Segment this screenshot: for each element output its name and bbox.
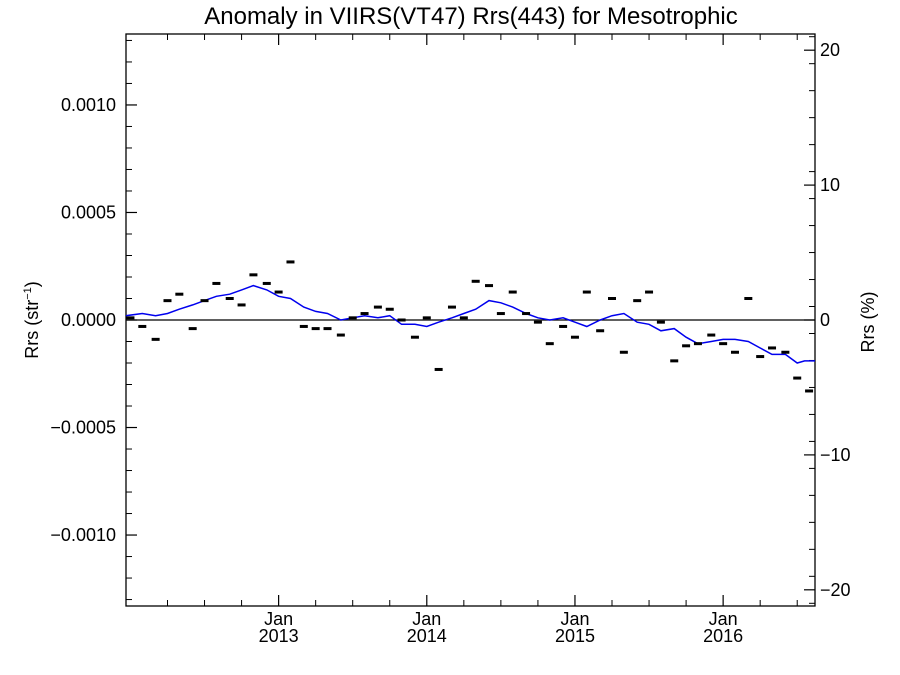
- anomaly-marker: [533, 320, 542, 324]
- anomaly-marker: [410, 335, 419, 339]
- anomaly-marker: [274, 290, 283, 294]
- anomaly-marker: [545, 342, 554, 346]
- anomaly-marker: [373, 305, 382, 309]
- anomaly-marker: [496, 312, 505, 316]
- anomaly-marker: [126, 316, 135, 320]
- anomaly-marker: [447, 305, 456, 309]
- anomaly-marker: [151, 337, 160, 341]
- anomaly-marker: [670, 359, 679, 363]
- anomaly-marker: [682, 344, 691, 348]
- x-tick-label-month: Jan: [709, 609, 738, 629]
- y-axis-label-left: Rrs (str−1): [22, 281, 42, 359]
- anomaly-marker: [225, 296, 234, 300]
- anomaly-marker: [212, 281, 221, 285]
- right-tick-label: 10: [820, 175, 840, 195]
- anomaly-marker: [756, 355, 765, 359]
- x-tick-label-year: 2015: [555, 626, 595, 646]
- anomaly-marker: [508, 290, 517, 294]
- anomaly-marker: [385, 307, 394, 311]
- left-tick-label: 0.0005: [61, 202, 116, 222]
- smoothed-anomaly-line: [125, 284, 815, 364]
- anomaly-marker: [485, 284, 494, 288]
- anomaly-marker: [138, 324, 147, 328]
- anomaly-marker: [619, 350, 628, 354]
- major-ticks: [126, 34, 815, 606]
- anomaly-marker: [719, 342, 728, 346]
- anomaly-marker: [311, 327, 320, 331]
- anomaly-marker: [175, 292, 184, 296]
- y-axis-label-right: Rrs (%): [858, 292, 878, 353]
- anomaly-marker: [693, 342, 702, 346]
- anomaly-marker: [188, 327, 197, 331]
- anomaly-marker: [522, 312, 531, 316]
- anomaly-marker: [596, 329, 605, 333]
- left-tick-label: −0.0005: [50, 418, 116, 438]
- minor-ticks: [126, 34, 815, 606]
- y-axis-label-left-sup: −1: [22, 287, 34, 300]
- anomaly-marker: [397, 318, 406, 322]
- right-tick-labels: 20 10 0 −10 −20: [820, 40, 851, 600]
- anomaly-marker: [286, 260, 295, 264]
- right-tick-label: −10: [820, 445, 851, 465]
- anomaly-marker: [434, 367, 443, 371]
- x-tick-label-year: 2014: [407, 626, 447, 646]
- anomaly-marker: [656, 320, 665, 324]
- anomaly-marker: [249, 273, 258, 277]
- anomaly-marker: [744, 296, 753, 300]
- anomaly-marker: [336, 333, 345, 337]
- x-tick-label-year: 2013: [259, 626, 299, 646]
- anomaly-marker: [348, 316, 357, 320]
- anomaly-marker: [582, 290, 591, 294]
- left-tick-label: 0.0010: [61, 95, 116, 115]
- anomaly-marker: [768, 346, 777, 350]
- left-tick-labels: 0.0010 0.0005 0.0000 −0.0005 −0.0010: [50, 95, 116, 545]
- y-axis-label-left-close: ): [22, 281, 42, 287]
- anomaly-marker: [559, 324, 568, 328]
- anomaly-marker: [793, 376, 802, 380]
- x-tick-label-month: Jan: [560, 609, 589, 629]
- anomaly-marker: [805, 389, 814, 393]
- right-tick-label: 0: [820, 310, 830, 330]
- anomaly-marker: [299, 324, 308, 328]
- anomaly-marker: [422, 316, 431, 320]
- chart-title: Anomaly in VIIRS(VT47) Rrs(443) for Meso…: [204, 3, 738, 30]
- x-tick-label-month: Jan: [412, 609, 441, 629]
- anomaly-marker: [633, 299, 642, 303]
- anomaly-marker: [707, 333, 716, 337]
- anomaly-marker: [730, 350, 739, 354]
- anomaly-marker: [200, 299, 209, 303]
- anomaly-marker: [471, 279, 480, 283]
- monthly-anomaly-markers: [126, 260, 814, 393]
- left-tick-label: −0.0010: [50, 525, 116, 545]
- anomaly-marker: [323, 327, 332, 331]
- anomaly-marker: [262, 281, 271, 285]
- anomaly-marker: [645, 290, 654, 294]
- anomaly-marker: [360, 312, 369, 316]
- left-tick-label: 0.0000: [61, 310, 116, 330]
- anomaly-marker: [608, 296, 617, 300]
- anomaly-marker: [237, 303, 246, 307]
- right-tick-label: −20: [820, 580, 851, 600]
- x-tick-label-month: Jan: [264, 609, 293, 629]
- anomaly-marker: [163, 299, 172, 303]
- anomaly-marker: [459, 316, 468, 320]
- anomaly-marker: [570, 335, 579, 339]
- right-tick-label: 20: [820, 40, 840, 60]
- x-tick-label-year: 2016: [703, 626, 743, 646]
- y-axis-label-left-text: Rrs (str: [22, 300, 42, 359]
- anomaly-marker: [781, 350, 790, 354]
